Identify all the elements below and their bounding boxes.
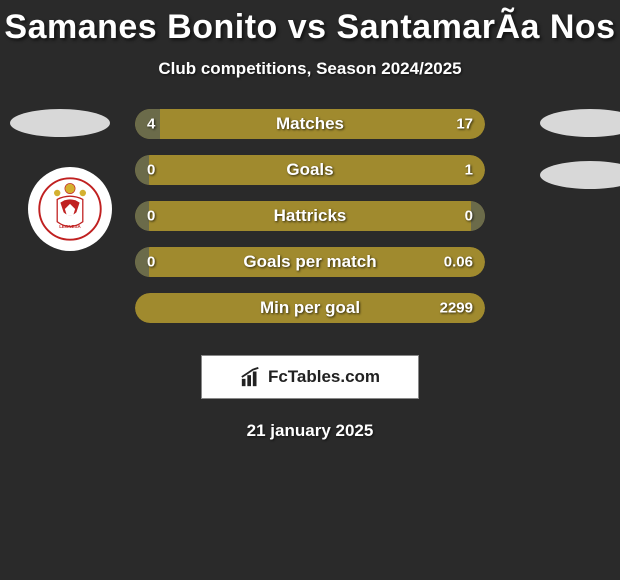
- club-crest-icon: LEONESA: [38, 177, 102, 241]
- stat-label: Goals: [286, 160, 333, 180]
- stat-row: 4 Matches 17: [135, 109, 485, 139]
- stat-label: Hattricks: [274, 206, 347, 226]
- page-title: Samanes Bonito vs SantamarÃ­a Nos: [0, 0, 620, 47]
- stat-row: 0 Goals per match 0.06: [135, 247, 485, 277]
- page-subtitle: Club competitions, Season 2024/2025: [0, 59, 620, 79]
- stat-value-left: 0: [147, 208, 155, 225]
- stat-value-right: 2299: [440, 300, 473, 317]
- brand-text: FcTables.com: [268, 367, 380, 387]
- player-avatar-left: [10, 109, 110, 137]
- stat-label: Goals per match: [243, 252, 376, 272]
- stat-label: Min per goal: [260, 298, 360, 318]
- stat-value-right: 0: [465, 208, 473, 225]
- stat-row: Min per goal 2299: [135, 293, 485, 323]
- stat-value-left: 0: [147, 162, 155, 179]
- svg-text:LEONESA: LEONESA: [59, 224, 81, 229]
- stat-label: Matches: [276, 114, 344, 134]
- stat-value-right: 1: [465, 162, 473, 179]
- stat-value-left: 0: [147, 254, 155, 271]
- club-badge-left: LEONESA: [28, 167, 112, 251]
- stat-bars: 4 Matches 17 0 Goals 1 0 Hattricks 0 0 Goals per m…: [135, 109, 485, 339]
- stat-value-right: 0.06: [444, 254, 473, 271]
- stat-row: 0 Hattricks 0: [135, 201, 485, 231]
- stat-value-right: 17: [456, 116, 473, 133]
- stat-row: 0 Goals 1: [135, 155, 485, 185]
- stat-value-left: 4: [147, 116, 155, 133]
- date-label: 21 january 2025: [0, 421, 620, 441]
- brand-badge[interactable]: FcTables.com: [201, 355, 419, 399]
- bar-chart-icon: [240, 366, 262, 388]
